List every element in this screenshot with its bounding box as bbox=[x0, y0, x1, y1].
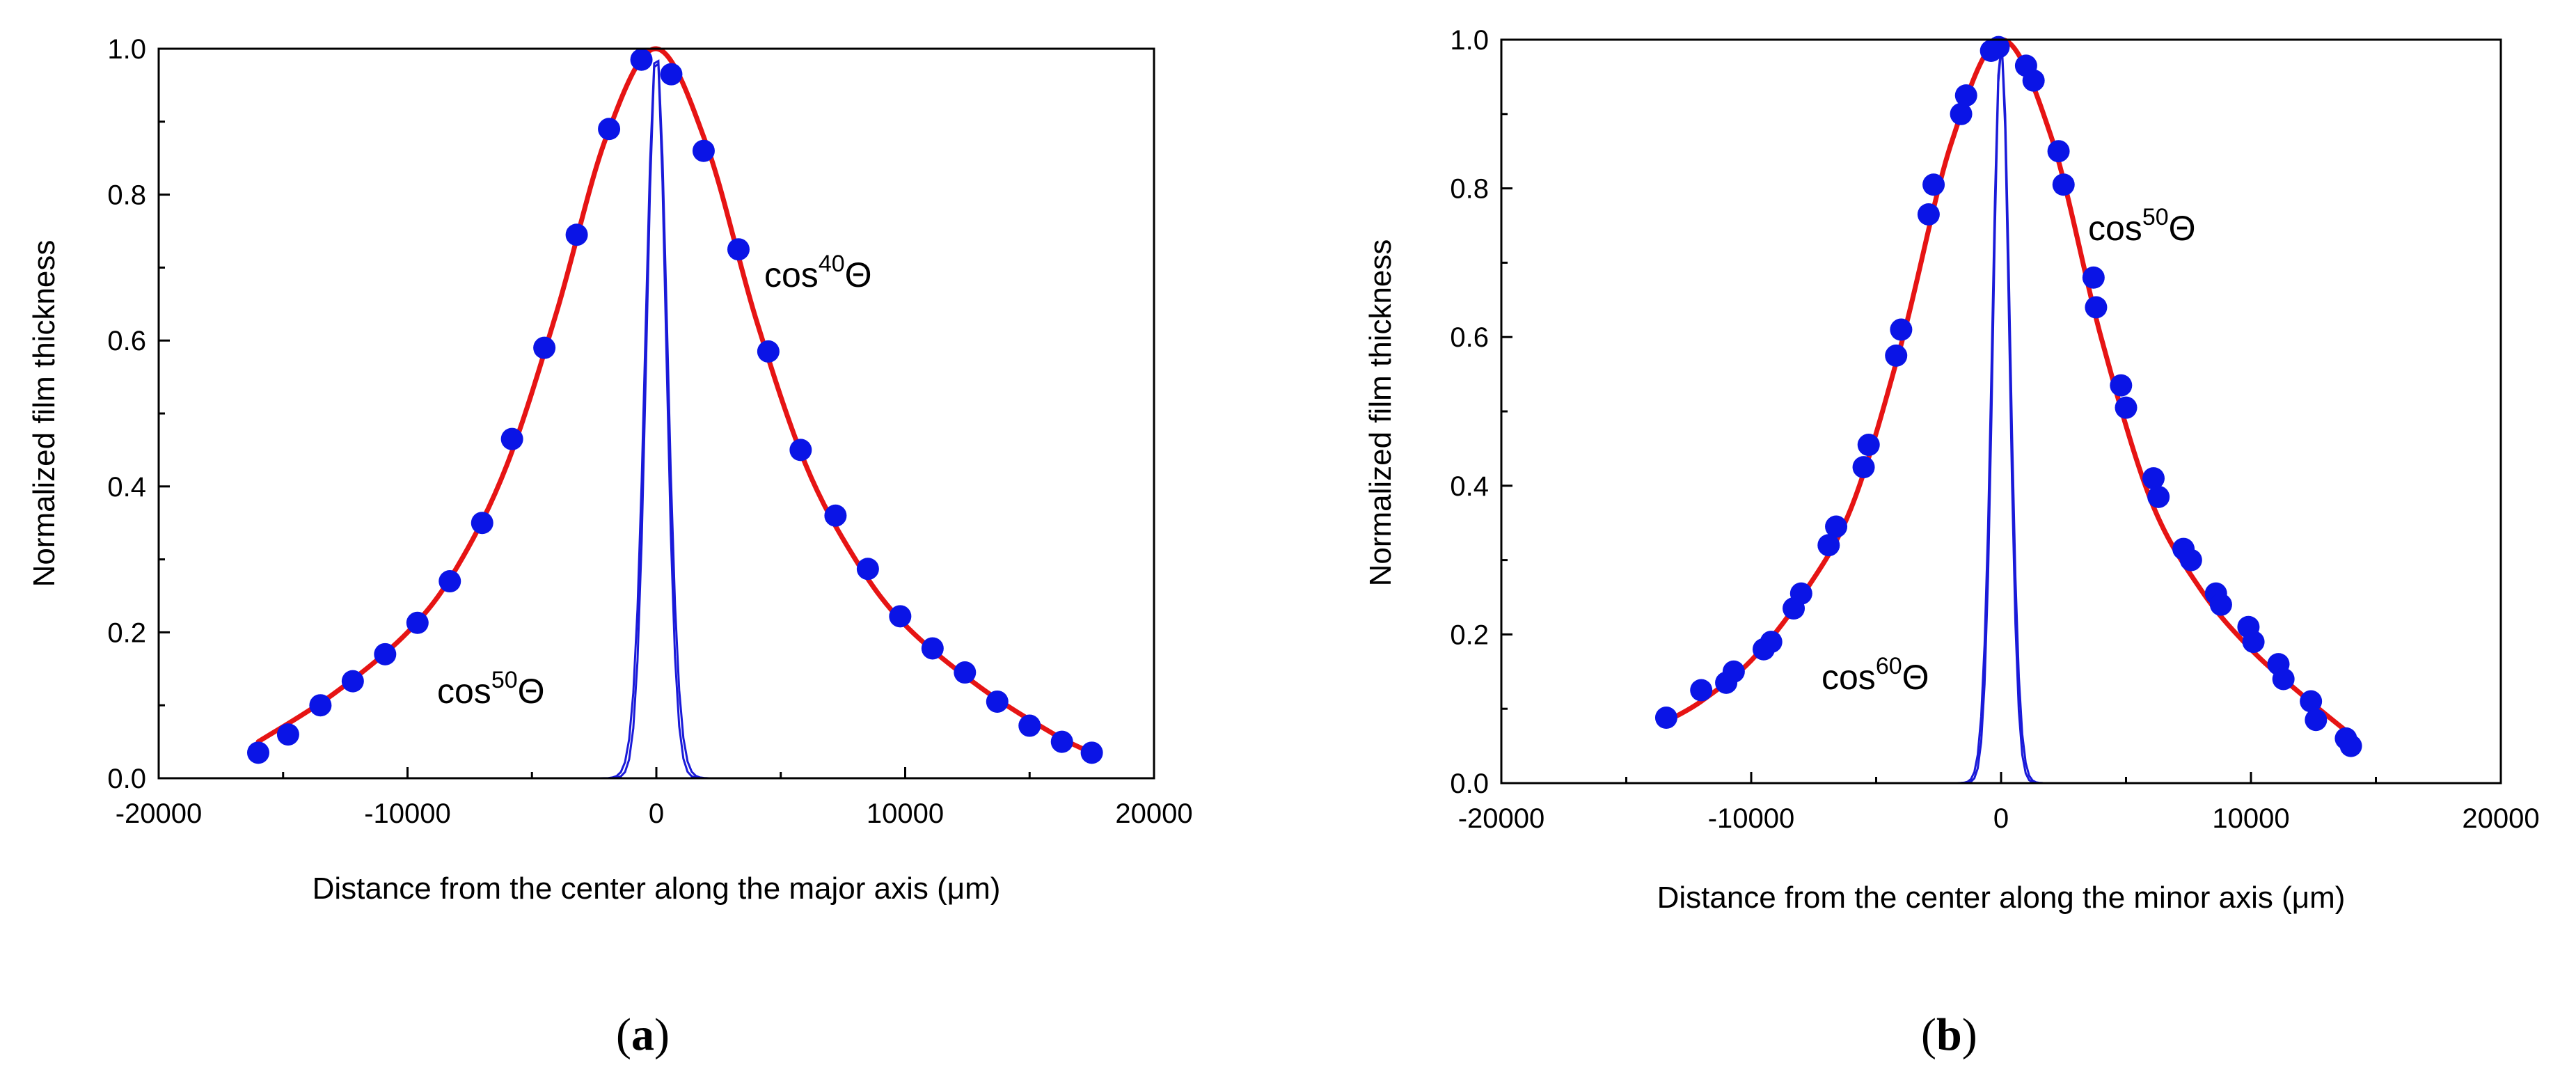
data-point-b bbox=[1987, 36, 2010, 58]
panel-b: -20000 -10000 0 10000 20000 0.0 0.2 0.4 0.6 0.8 1.… bbox=[1364, 25, 2540, 1060]
data-point-a bbox=[757, 340, 780, 363]
panel-a: -20000 -10000 0 10000 20000 0.0 0.2 0.4 0.6 0.8 1.… bbox=[27, 34, 1193, 1060]
series-cos50-curve-b bbox=[1666, 41, 2351, 785]
y-tick-label-a: 0.0 bbox=[107, 764, 146, 794]
x-tick-label-b: 20000 bbox=[2462, 803, 2539, 834]
x-tick-label-b: 0 bbox=[1993, 803, 2009, 834]
annotation-cos50-a: cos50Θ bbox=[437, 667, 545, 711]
data-point-b bbox=[1722, 660, 1745, 683]
data-point-a bbox=[1018, 714, 1041, 737]
data-point-a bbox=[727, 238, 750, 261]
x-tick-label-b: 10000 bbox=[2212, 803, 2289, 834]
data-point-a bbox=[789, 439, 812, 462]
data-point-a bbox=[438, 570, 461, 593]
data-point-a bbox=[660, 63, 683, 86]
data-point-a bbox=[630, 48, 653, 71]
plot-frame-b bbox=[1500, 38, 2502, 785]
data-point-b bbox=[2142, 467, 2165, 490]
data-point-b bbox=[1890, 318, 1913, 341]
data-point-a bbox=[471, 512, 493, 535]
y-tick-label-b: 0.8 bbox=[1450, 174, 1489, 205]
x-tick-label-a: 20000 bbox=[1115, 798, 1192, 829]
y-axis-label-b: Normalized film thickness bbox=[1364, 239, 1398, 587]
y-tick-label-a: 0.2 bbox=[107, 617, 146, 648]
data-point-b bbox=[2115, 396, 2138, 419]
panel-label-b: (b) bbox=[1921, 1009, 1977, 1060]
y-tick-label-a: 0.4 bbox=[107, 472, 146, 503]
data-point-b bbox=[2110, 374, 2133, 397]
plot-frame-a bbox=[157, 47, 1155, 780]
data-point-b bbox=[2085, 296, 2108, 319]
data-point-b bbox=[1885, 344, 1908, 367]
x-tick-label-b: -20000 bbox=[1458, 803, 1545, 834]
y-tick-label-b: 0.2 bbox=[1450, 620, 1489, 650]
data-point-a bbox=[341, 670, 364, 693]
data-point-b bbox=[1917, 203, 1940, 226]
data-point-b bbox=[2147, 485, 2170, 508]
data-point-a bbox=[1050, 730, 1073, 753]
data-point-b bbox=[1954, 84, 1977, 107]
data-point-a bbox=[374, 642, 397, 665]
data-point-b bbox=[2179, 549, 2202, 571]
data-point-a bbox=[1080, 741, 1103, 764]
data-point-b bbox=[1789, 582, 1812, 605]
annotation-cos40-a: cos40Θ bbox=[764, 251, 872, 294]
data-point-b bbox=[2339, 734, 2362, 757]
data-point-b bbox=[2242, 631, 2265, 654]
data-point-b bbox=[2022, 69, 2045, 92]
x-tick-label-a: -20000 bbox=[116, 798, 203, 829]
x-tick-label-b: -10000 bbox=[1708, 803, 1795, 834]
x-tick-label-a: 10000 bbox=[867, 798, 944, 829]
data-point-b bbox=[2047, 140, 2070, 163]
y-tick-label-a: 0.8 bbox=[107, 180, 146, 211]
data-point-a bbox=[500, 427, 523, 450]
annotation-cos60-b: cos60Θ bbox=[1822, 653, 1929, 697]
data-point-b bbox=[1857, 434, 1880, 457]
x-axis-label-a: Distance from the center along the major… bbox=[313, 872, 1001, 906]
x-tick-label-a: 0 bbox=[649, 798, 664, 829]
data-point-b bbox=[2052, 173, 2075, 196]
data-point-a bbox=[598, 118, 621, 141]
x-tick-label-a: -10000 bbox=[364, 798, 451, 829]
data-point-b bbox=[1825, 515, 1848, 538]
data-point-b bbox=[2305, 709, 2328, 732]
data-point-a bbox=[276, 723, 299, 746]
y-tick-label-b: 0.0 bbox=[1450, 768, 1489, 799]
data-point-a bbox=[954, 661, 977, 684]
data-point-b bbox=[1950, 102, 1973, 125]
data-point-a bbox=[986, 690, 1009, 713]
data-point-a bbox=[692, 139, 715, 162]
data-point-b bbox=[1760, 631, 1783, 654]
data-point-b bbox=[1852, 456, 1875, 479]
data-point-b bbox=[2272, 668, 2295, 691]
data-point-b bbox=[1654, 707, 1677, 730]
data-point-a bbox=[824, 504, 847, 527]
y-tick-label-b: 1.0 bbox=[1450, 25, 1489, 56]
y-tick-label-a: 1.0 bbox=[107, 34, 146, 65]
data-point-b bbox=[2300, 690, 2323, 713]
data-point-a bbox=[565, 223, 588, 246]
data-point-b bbox=[2209, 593, 2232, 616]
annotation-cos50-b: cos50Θ bbox=[2088, 204, 2196, 248]
series-cos60-curve-b bbox=[1666, 42, 2351, 785]
data-point-a bbox=[921, 637, 944, 660]
y-tick-label-a: 0.6 bbox=[107, 326, 146, 356]
data-point-b bbox=[1690, 679, 1713, 702]
data-point-a bbox=[856, 558, 879, 581]
y-axis-label-a: Normalized film thickness bbox=[27, 240, 61, 588]
data-point-b bbox=[1817, 534, 1840, 557]
data-point-a bbox=[889, 605, 912, 628]
data-point-b bbox=[2082, 266, 2105, 289]
data-point-a bbox=[406, 611, 429, 634]
x-axis-label-b: Distance from the center along the minor… bbox=[1657, 881, 2346, 915]
data-point-a bbox=[247, 741, 269, 764]
panel-label-a: (a) bbox=[616, 1009, 670, 1060]
data-point-b bbox=[1922, 173, 1945, 196]
data-point-a bbox=[533, 336, 556, 359]
y-tick-label-b: 0.4 bbox=[1450, 471, 1489, 502]
y-tick-label-b: 0.6 bbox=[1450, 322, 1489, 353]
data-point-a bbox=[309, 694, 332, 717]
